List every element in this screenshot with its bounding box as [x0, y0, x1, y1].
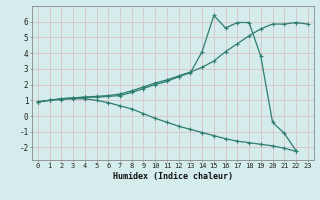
X-axis label: Humidex (Indice chaleur): Humidex (Indice chaleur): [113, 172, 233, 181]
